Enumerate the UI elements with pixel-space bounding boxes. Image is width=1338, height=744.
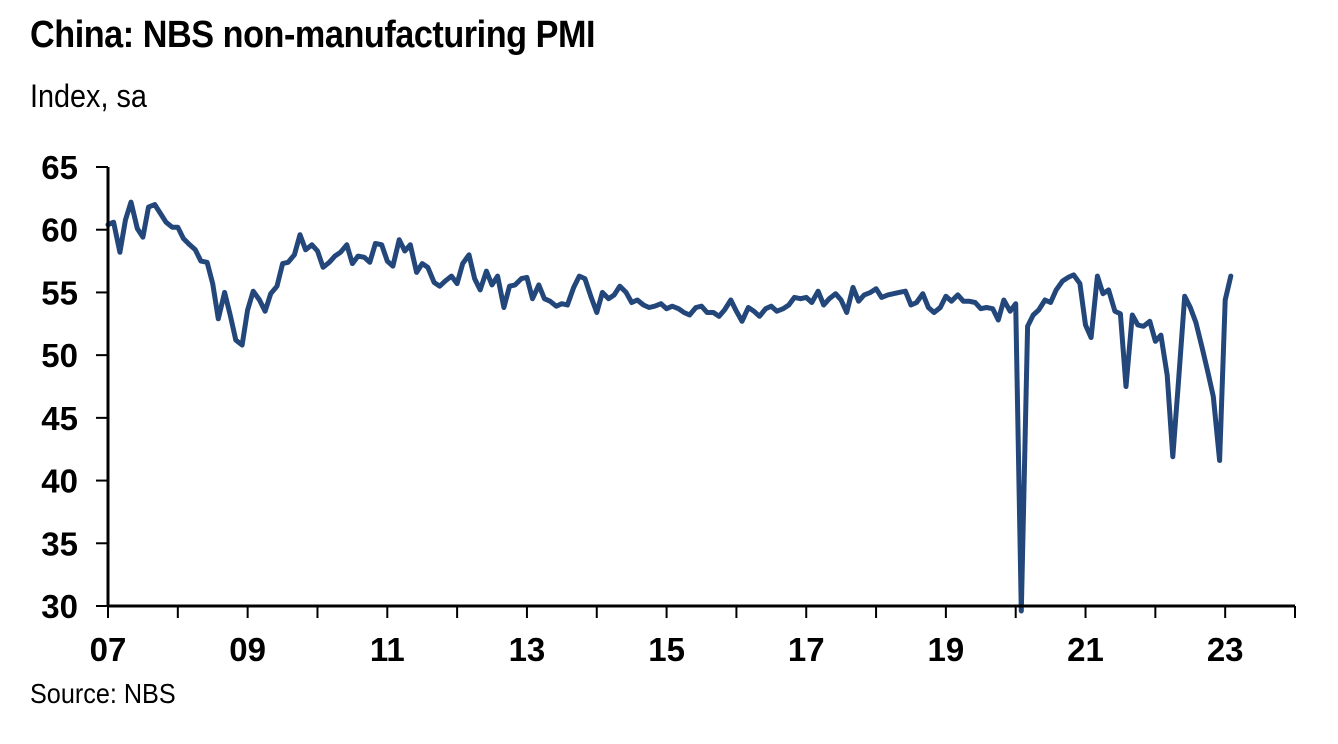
x-tick-label: 09 [229,631,266,668]
y-tick-label: 45 [41,400,78,437]
y-tick-label: 55 [41,274,78,311]
x-tick-label: 11 [370,631,405,668]
y-tick-label: 50 [41,337,78,374]
chart-title: China: NBS non-manufacturing PMI [30,14,596,56]
y-tick-label: 60 [41,212,78,249]
y-tick-label: 30 [41,588,78,625]
x-tick-label: 23 [1207,631,1244,668]
x-tick-label: 07 [90,631,127,668]
chart-subtitle: Index, sa [30,78,147,114]
x-axis: 07 09 11 13 15 17 19 21 23 [90,606,1296,668]
y-axis: 65 60 55 50 45 40 35 30 [41,149,108,625]
x-tick-label: 15 [648,631,685,668]
x-tick-label: 21 [1067,631,1104,668]
x-tick-label: 19 [928,631,965,668]
y-tick-label: 65 [41,149,78,186]
series-group [105,199,1234,614]
y-tick-label: 40 [41,463,78,500]
source-note: Source: NBS [30,678,176,709]
x-tick-label: 17 [788,631,825,668]
y-tick-label: 35 [41,525,78,562]
series-line-pmi [105,199,1234,614]
x-tick-label: 13 [509,631,546,668]
